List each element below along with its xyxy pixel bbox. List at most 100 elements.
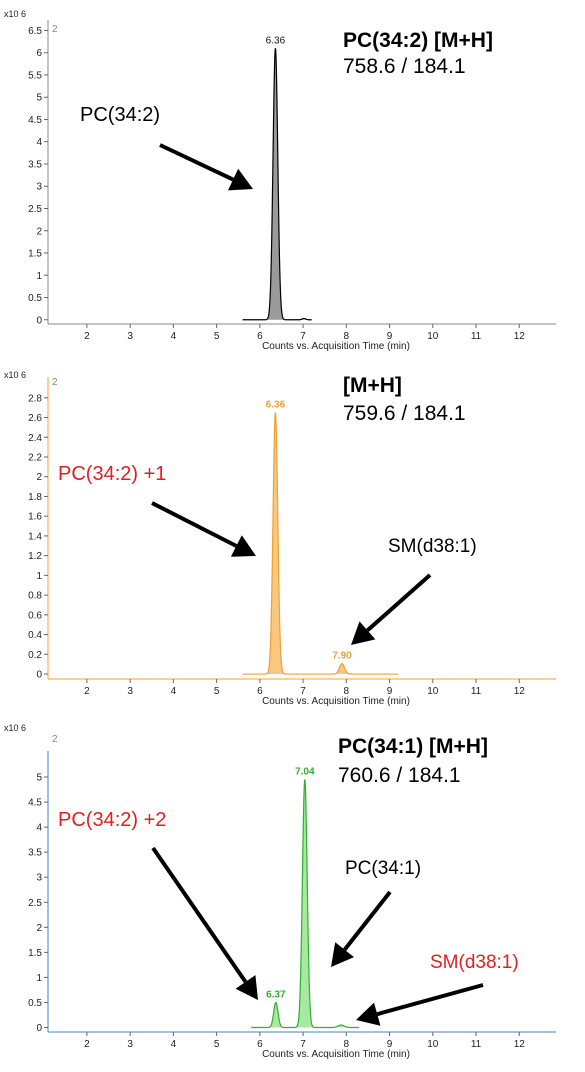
x-tick-label: 6 — [257, 686, 263, 697]
y-tick-label: 2.5 — [28, 204, 42, 215]
annotation-arrow-shaft — [151, 846, 248, 984]
y-tick-label: 1 — [36, 973, 42, 984]
y-tick-label: 4 — [36, 823, 42, 834]
x-tick-label: 8 — [344, 331, 350, 342]
y-tick-label: 3 — [36, 873, 42, 884]
y-multiplier-label: x10 6 — [4, 370, 26, 380]
annotation-arrow-head — [351, 621, 376, 645]
y-tick-label: 2.6 — [28, 413, 42, 424]
x-tick-label: 4 — [171, 1039, 177, 1050]
y-tick-label: 5 — [36, 773, 42, 784]
x-tick-label: 10 — [427, 686, 439, 697]
chromatogram-trace — [242, 48, 312, 321]
y-tick-label: 0.5 — [28, 998, 42, 1009]
y-multiplier-label: x10 6 — [4, 723, 26, 733]
annotation-arrow-shaft — [343, 890, 392, 951]
annotation-label: PC(34:1) — [345, 858, 421, 879]
chromatogram-trace — [251, 779, 360, 1029]
y-multiplier-label: x10 6 — [4, 9, 26, 19]
y-tick-label: 1.8 — [28, 492, 42, 503]
y-tick-label: 3.5 — [28, 159, 42, 170]
x-tick-label: 12 — [514, 1039, 526, 1050]
annotation-arrow-head — [230, 535, 256, 557]
x-tick-label: 4 — [171, 686, 177, 697]
chromatogram-panel-1: x10 6 2 0 0.5 1 1.5 2 2.5 3 3.5 4 4.5 5 5.5 6 6.5 2 3 4 5 6 7… — [4, 9, 556, 352]
annotation-arrow-shaft — [151, 501, 238, 548]
x-tick-label: 8 — [344, 686, 350, 697]
y-tick-label: 2 — [36, 923, 42, 934]
y-tick-label: 2.8 — [28, 393, 42, 404]
y-tick-label: 0.2 — [28, 650, 42, 661]
x-tick-label: 9 — [387, 331, 393, 342]
y-tick-label: 0.4 — [28, 630, 42, 641]
x-tick-label: 7 — [300, 331, 306, 342]
x-tick-label: 7 — [300, 1039, 306, 1050]
y-tick-label: 1.2 — [28, 551, 42, 562]
annotation-arrow-shaft — [366, 573, 432, 632]
x-tick-label: 6 — [257, 1039, 263, 1050]
x-tick-label: 2 — [84, 1039, 90, 1050]
annotation-arrow-shaft — [159, 143, 234, 182]
y-tick-label: 1.5 — [28, 249, 42, 260]
panel-mz-transition: 759.6 / 184.1 — [343, 402, 466, 425]
y-tick-label: 0 — [36, 315, 42, 326]
y-tick-label: 3 — [36, 182, 42, 193]
x-axis-label: Counts vs. Acquisition Time (min) — [262, 341, 410, 352]
peak-label: 7.90 — [332, 651, 352, 662]
x-tick-label: 2 — [84, 331, 90, 342]
annotation-label: SM(d38:1) — [430, 952, 519, 973]
annotation-label: PC(34:2) — [80, 104, 160, 126]
panel-title: [M+H] — [343, 374, 402, 397]
y-tick-label: 1.4 — [28, 531, 42, 542]
annotation-label: SM(d38:1) — [388, 536, 477, 557]
annotation-label: PC(34:2) +1 — [58, 463, 166, 485]
x-tick-label: 3 — [127, 686, 133, 697]
x-tick-label: 2 — [84, 686, 90, 697]
x-axis-label: Counts vs. Acquisition Time (min) — [262, 1049, 410, 1060]
x-tick-label: 9 — [387, 1039, 393, 1050]
trace-id-label: 2 — [52, 734, 58, 745]
y-tick-label: 5.5 — [28, 70, 42, 81]
x-tick-label: 11 — [471, 331, 482, 342]
y-tick-label: 2.2 — [28, 452, 42, 463]
chromatogram-fill — [242, 48, 312, 320]
chromatogram-fill — [242, 412, 399, 675]
y-tick-label: 0.6 — [28, 610, 42, 621]
y-tick-label: 4.5 — [28, 115, 42, 126]
y-tick-label: 6 — [36, 48, 42, 59]
chromatogram-panel-3: x10 6 2 0 0.5 1 1.5 2 2.5 3 3.5 4 4.5 5 2 3 4 5 6 7 8 9 10 11 1… — [4, 723, 556, 1060]
x-tick-label: 8 — [344, 1039, 350, 1050]
y-tick-label: 2.5 — [28, 898, 42, 909]
x-tick-label: 4 — [171, 331, 177, 342]
peak-label: 6.36 — [266, 400, 286, 411]
panel-mz-transition: 758.6 / 184.1 — [343, 55, 466, 78]
y-tick-label: 1 — [36, 271, 42, 282]
annotation-arrow-head — [228, 168, 253, 191]
y-tick-label: 0 — [36, 670, 42, 681]
x-tick-label: 5 — [214, 331, 220, 342]
x-tick-label: 12 — [514, 331, 526, 342]
annotation-arrow-head — [356, 1002, 381, 1026]
x-tick-label: 11 — [471, 686, 482, 697]
y-tick-label: 2 — [36, 472, 42, 483]
peak-label: 6.37 — [266, 989, 286, 1000]
y-tick-label: 0.5 — [28, 293, 42, 304]
y-tick-label: 3.5 — [28, 848, 42, 859]
x-tick-label: 7 — [300, 686, 306, 697]
y-tick-label: 1.6 — [28, 512, 42, 523]
y-tick-label: 0.8 — [28, 591, 42, 602]
x-tick-label: 6 — [257, 331, 263, 342]
x-axis-label: Counts vs. Acquisition Time (min) — [262, 696, 410, 707]
annotation-label: PC(34:2) +2 — [58, 809, 166, 831]
panel-mz-transition: 760.6 / 184.1 — [338, 764, 461, 787]
panel-title: PC(34:2) [M+H] — [343, 29, 493, 52]
chromatogram-panel-2: x10 6 2 0 0.2 0.4 0.6 0.8 1 1.2 1.4 1.6 1.8 2 2.2 2.4 2… — [4, 370, 556, 707]
x-tick-label: 3 — [127, 331, 133, 342]
y-tick-label: 6.5 — [28, 26, 42, 37]
x-tick-label: 11 — [471, 1039, 482, 1050]
chromatogram-trace — [242, 412, 399, 675]
annotation-arrow-head — [331, 942, 354, 967]
x-tick-label: 9 — [387, 686, 393, 697]
